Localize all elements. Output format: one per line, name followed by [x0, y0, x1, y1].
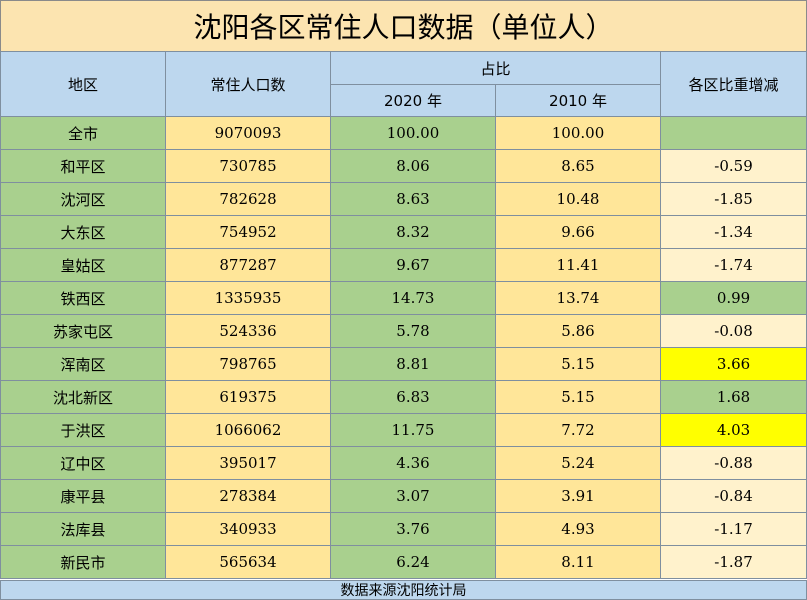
cell-share-2020[interactable]: 8.06 — [330, 149, 496, 183]
cell-region[interactable]: 沈河区 — [0, 182, 166, 216]
cell-region[interactable]: 皇姑区 — [0, 248, 166, 282]
cell-region[interactable]: 新民市 — [0, 545, 166, 579]
cell-population[interactable]: 798765 — [165, 347, 331, 381]
table-row: 全市 9070093 100.00 100.00 — [0, 116, 807, 150]
cell-region[interactable]: 大东区 — [0, 215, 166, 249]
table-row: 康平县 278384 3.07 3.91 -0.84 — [0, 479, 807, 513]
cell-share-2020[interactable]: 9.67 — [330, 248, 496, 282]
table-row: 铁西区 1335935 14.73 13.74 0.99 — [0, 281, 807, 315]
table-row: 沈河区 782628 8.63 10.48 -1.85 — [0, 182, 807, 216]
table-row: 法库县 340933 3.76 4.93 -1.17 — [0, 512, 807, 546]
table-row: 和平区 730785 8.06 8.65 -0.59 — [0, 149, 807, 183]
header-region[interactable]: 地区 — [0, 51, 166, 117]
cell-share-2020[interactable]: 4.36 — [330, 446, 496, 480]
cell-region[interactable]: 浑南区 — [0, 347, 166, 381]
cell-share-2010[interactable]: 5.86 — [494, 314, 662, 348]
cell-share-2010[interactable]: 13.74 — [494, 281, 662, 315]
cell-population[interactable]: 565634 — [165, 545, 331, 579]
cell-region[interactable]: 康平县 — [0, 479, 166, 513]
cell-change[interactable]: 0.99 — [660, 281, 807, 315]
cell-change[interactable]: -0.84 — [660, 479, 807, 513]
cell-population[interactable]: 1335935 — [165, 281, 331, 315]
cell-change[interactable]: -1.87 — [660, 545, 807, 579]
cell-change[interactable] — [660, 116, 807, 150]
cell-share-2010[interactable]: 11.41 — [494, 248, 662, 282]
cell-change[interactable]: -1.17 — [660, 512, 807, 546]
header-share[interactable]: 占比 — [329, 51, 662, 85]
cell-region[interactable]: 辽中区 — [0, 446, 166, 480]
table-row: 苏家屯区 524336 5.78 5.86 -0.08 — [0, 314, 807, 348]
cell-region[interactable]: 和平区 — [0, 149, 166, 183]
cell-region[interactable]: 全市 — [0, 116, 166, 150]
cell-population[interactable]: 1066062 — [165, 413, 331, 447]
cell-share-2020[interactable]: 5.78 — [330, 314, 496, 348]
cell-change[interactable]: -1.85 — [660, 182, 807, 216]
table-row: 大东区 754952 8.32 9.66 -1.34 — [0, 215, 807, 249]
table-row: 于洪区 1066062 11.75 7.72 4.03 — [0, 413, 807, 447]
table-row: 沈北新区 619375 6.83 5.15 1.68 — [0, 380, 807, 414]
cell-change[interactable]: -0.59 — [660, 149, 807, 183]
cell-region[interactable]: 法库县 — [0, 512, 166, 546]
cell-region[interactable]: 沈北新区 — [0, 380, 166, 414]
population-table: 地区 常住人口数 占比 各区比重增减 2020 年 2010 年 全市 90700… — [0, 51, 807, 579]
cell-share-2020[interactable]: 3.76 — [330, 512, 496, 546]
cell-share-2020[interactable]: 3.07 — [330, 479, 496, 513]
cell-population[interactable]: 782628 — [165, 182, 331, 216]
cell-share-2010[interactable]: 4.93 — [494, 512, 662, 546]
cell-share-2020[interactable]: 11.75 — [330, 413, 496, 447]
header-year-2010[interactable]: 2010 年 — [494, 84, 662, 117]
table-row: 辽中区 395017 4.36 5.24 -0.88 — [0, 446, 807, 480]
cell-share-2010[interactable]: 9.66 — [494, 215, 662, 249]
cell-change[interactable]: 4.03 — [660, 413, 807, 447]
cell-population[interactable]: 877287 — [165, 248, 331, 282]
cell-change[interactable]: -0.08 — [660, 314, 807, 348]
cell-share-2010[interactable]: 5.15 — [494, 380, 662, 414]
cell-share-2020[interactable]: 6.24 — [330, 545, 496, 579]
cell-population[interactable]: 395017 — [165, 446, 331, 480]
header-change[interactable]: 各区比重增减 — [660, 51, 807, 117]
source-note: 数据来源沈阳统计局 — [0, 580, 807, 600]
cell-population[interactable]: 340933 — [165, 512, 331, 546]
cell-share-2020[interactable]: 14.73 — [330, 281, 496, 315]
cell-change[interactable]: -0.88 — [660, 446, 807, 480]
cell-region[interactable]: 苏家屯区 — [0, 314, 166, 348]
header-year-2020[interactable]: 2020 年 — [330, 84, 496, 117]
cell-share-2010[interactable]: 8.11 — [494, 545, 662, 579]
cell-population[interactable]: 9070093 — [165, 116, 331, 150]
cell-region[interactable]: 铁西区 — [0, 281, 166, 315]
cell-population[interactable]: 524336 — [165, 314, 331, 348]
cell-population[interactable]: 278384 — [165, 479, 331, 513]
header-population[interactable]: 常住人口数 — [165, 51, 331, 117]
cell-share-2010[interactable]: 7.72 — [494, 413, 662, 447]
table-row: 浑南区 798765 8.81 5.15 3.66 — [0, 347, 807, 381]
cell-share-2020[interactable]: 100.00 — [330, 116, 496, 150]
table-row: 新民市 565634 6.24 8.11 -1.87 — [0, 545, 807, 579]
cell-share-2020[interactable]: 6.83 — [330, 380, 496, 414]
cell-share-2020[interactable]: 8.32 — [330, 215, 496, 249]
table-row: 皇姑区 877287 9.67 11.41 -1.74 — [0, 248, 807, 282]
cell-share-2010[interactable]: 100.00 — [494, 116, 662, 150]
table-body: 全市 9070093 100.00 100.00 和平区 730785 8.06 8.65 -0… — [0, 116, 807, 579]
cell-share-2010[interactable]: 5.15 — [494, 347, 662, 381]
cell-change[interactable]: 1.68 — [660, 380, 807, 414]
cell-share-2010[interactable]: 5.24 — [494, 446, 662, 480]
cell-share-2020[interactable]: 8.63 — [330, 182, 496, 216]
cell-region[interactable]: 于洪区 — [0, 413, 166, 447]
cell-change[interactable]: -1.34 — [660, 215, 807, 249]
cell-share-2020[interactable]: 8.81 — [330, 347, 496, 381]
cell-change[interactable]: 3.66 — [660, 347, 807, 381]
cell-population[interactable]: 619375 — [165, 380, 331, 414]
cell-population[interactable]: 730785 — [165, 149, 331, 183]
cell-share-2010[interactable]: 8.65 — [494, 149, 662, 183]
cell-population[interactable]: 754952 — [165, 215, 331, 249]
table-title: 沈阳各区常住人口数据（单位人） — [0, 0, 807, 52]
cell-share-2010[interactable]: 10.48 — [494, 182, 662, 216]
cell-share-2010[interactable]: 3.91 — [494, 479, 662, 513]
cell-change[interactable]: -1.74 — [660, 248, 807, 282]
